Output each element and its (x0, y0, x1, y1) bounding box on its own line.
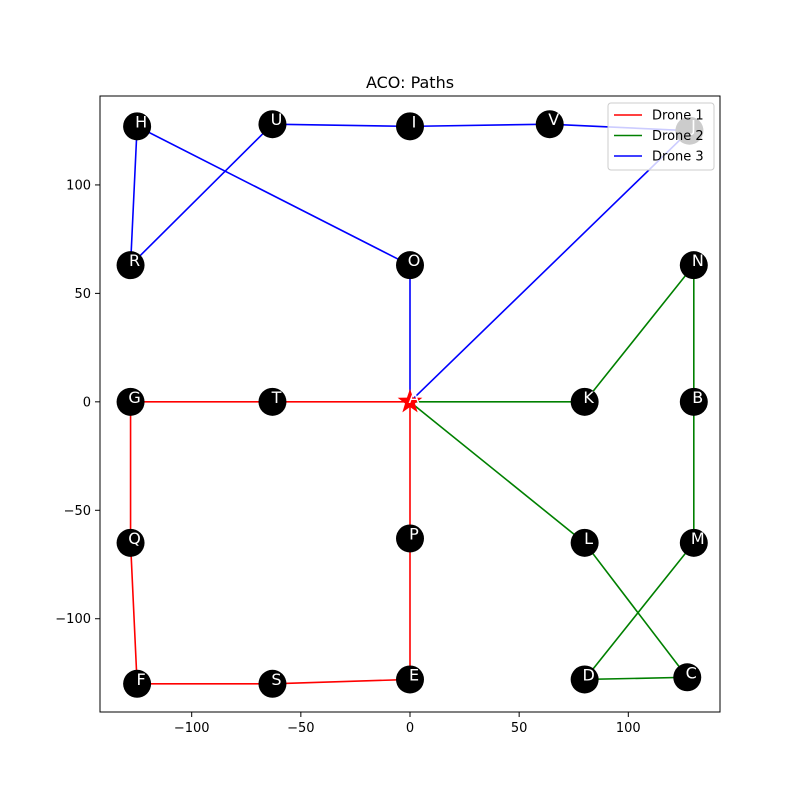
node-label-G: G (128, 388, 140, 407)
x-tick-label: 100 (616, 721, 641, 736)
node-label-R: R (129, 251, 140, 270)
node-label-T: T (271, 388, 282, 407)
node-label-K: K (583, 388, 594, 407)
chart-title: ACO: Paths (366, 73, 454, 92)
legend-label-drone-2: Drone 2 (652, 129, 704, 144)
node-marker-G (116, 387, 145, 416)
node-marker-S (258, 669, 287, 698)
node-label-V: V (548, 110, 559, 129)
node-label-F: F (137, 670, 146, 689)
node-marker-C (673, 663, 702, 692)
legend-label-drone-3: Drone 3 (652, 150, 704, 165)
y-tick-label: 100 (66, 178, 91, 193)
y-tick-label: −100 (55, 612, 91, 627)
depot-star-marker (397, 388, 423, 413)
node-marker-B (679, 387, 708, 416)
route-line-drone-2 (409, 262, 695, 681)
node-marker-N (679, 251, 708, 280)
node-marker-R (116, 251, 145, 280)
node-label-N: N (692, 251, 704, 270)
node-marker-M (679, 528, 708, 557)
node-marker-F (123, 669, 152, 698)
node-marker-H (123, 112, 152, 141)
node-label-B: B (692, 388, 703, 407)
node-label-Q: Q (128, 529, 141, 548)
node-label-S: S (271, 670, 281, 689)
node-label-P: P (409, 524, 419, 543)
x-tick-label: 0 (406, 721, 414, 736)
x-tick-label: −50 (287, 721, 314, 736)
node-markers: ABCDEFGHIJKLMNOPQRSTUV (116, 110, 708, 698)
x-tick-label: 50 (511, 721, 528, 736)
route-line-drone-1 (129, 401, 411, 685)
node-marker-L (570, 528, 599, 557)
node-marker-K (570, 387, 599, 416)
node-label-I: I (412, 112, 417, 131)
node-label-U: U (271, 110, 283, 129)
axis-ticks: −100 −50 0 50 100 −100 −50 0 50 100 (55, 178, 640, 736)
node-label-D: D (582, 665, 594, 684)
node-marker-O (396, 251, 424, 280)
y-tick-label: 0 (83, 395, 91, 410)
node-label-C: C (686, 663, 697, 682)
y-tick-label: 50 (74, 287, 91, 302)
legend: Drone 1 Drone 2 Drone 3 (607, 102, 715, 171)
node-marker-Q (116, 528, 145, 557)
legend-box (607, 102, 715, 171)
node-label-E: E (409, 665, 419, 684)
node-marker-V (535, 110, 564, 139)
node-label-L: L (584, 529, 593, 548)
node-label-H: H (135, 112, 147, 131)
node-label-M: M (691, 529, 705, 548)
node-label-A: A (409, 388, 420, 407)
node-marker-E (396, 665, 424, 694)
node-marker-P (396, 524, 424, 553)
node-marker-U (258, 110, 287, 139)
node-label-O: O (408, 251, 421, 270)
node-marker-D (570, 665, 599, 694)
legend-label-drone-1: Drone 1 (652, 109, 704, 124)
node-marker-I (396, 112, 424, 141)
x-tick-label: −100 (174, 721, 210, 736)
node-marker-T (258, 387, 287, 416)
y-tick-label: −50 (64, 504, 91, 519)
